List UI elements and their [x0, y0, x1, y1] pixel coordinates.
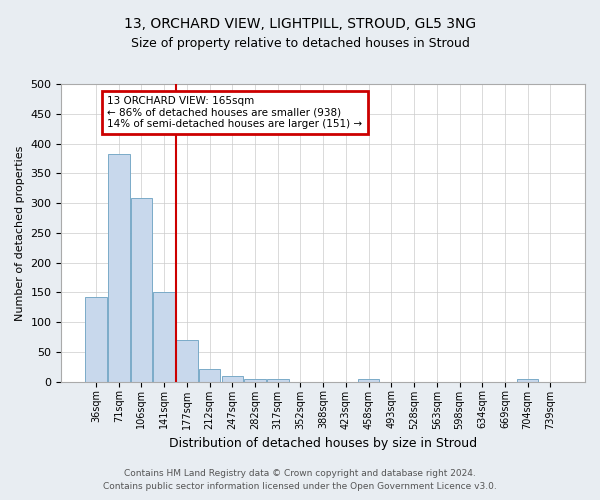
Text: Contains public sector information licensed under the Open Government Licence v3: Contains public sector information licen…: [103, 482, 497, 491]
Bar: [108, 154, 130, 382]
Y-axis label: Number of detached properties: Number of detached properties: [15, 145, 25, 320]
Bar: [267, 380, 289, 382]
Bar: [221, 376, 243, 382]
Bar: [154, 292, 175, 382]
Text: Contains HM Land Registry data © Crown copyright and database right 2024.: Contains HM Land Registry data © Crown c…: [124, 468, 476, 477]
Bar: [85, 296, 107, 382]
Text: Size of property relative to detached houses in Stroud: Size of property relative to detached ho…: [131, 38, 469, 51]
Text: 13 ORCHARD VIEW: 165sqm
← 86% of detached houses are smaller (938)
14% of semi-d: 13 ORCHARD VIEW: 165sqm ← 86% of detache…: [107, 96, 362, 129]
Bar: [244, 378, 266, 382]
Bar: [517, 380, 538, 382]
Bar: [131, 198, 152, 382]
Bar: [176, 340, 197, 382]
Text: 13, ORCHARD VIEW, LIGHTPILL, STROUD, GL5 3NG: 13, ORCHARD VIEW, LIGHTPILL, STROUD, GL5…: [124, 18, 476, 32]
Bar: [358, 380, 379, 382]
Bar: [199, 368, 220, 382]
X-axis label: Distribution of detached houses by size in Stroud: Distribution of detached houses by size …: [169, 437, 477, 450]
